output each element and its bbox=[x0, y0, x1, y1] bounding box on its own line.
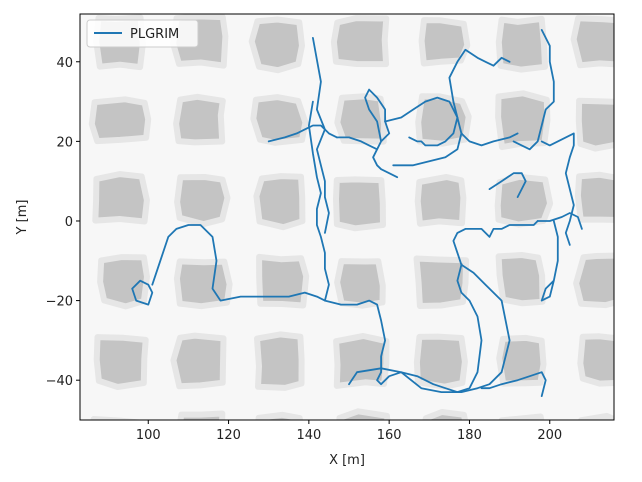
legend: PLGRIM bbox=[86, 19, 199, 48]
y-tick-label: 0 bbox=[65, 215, 73, 230]
obstacle-block bbox=[574, 171, 614, 223]
obstacle-block bbox=[413, 255, 470, 309]
x-axis-ticks: 100 120 140 160 180 200 bbox=[136, 420, 562, 443]
obstacle-block bbox=[422, 409, 469, 420]
obstacle-block bbox=[173, 93, 226, 146]
obstacle-block bbox=[88, 96, 152, 145]
x-tick-label: 100 bbox=[136, 428, 161, 443]
trajectory-segment bbox=[460, 132, 519, 147]
trajectory-segment bbox=[308, 100, 330, 302]
occupancy-map-background bbox=[80, 14, 614, 420]
trajectory-segment bbox=[488, 172, 527, 198]
obstacle-block bbox=[414, 174, 467, 227]
legend-box bbox=[86, 19, 199, 48]
obstacle-block bbox=[578, 412, 614, 420]
obstacle-block bbox=[177, 410, 226, 420]
y-axis-label: Y [m] bbox=[15, 200, 30, 236]
obstacle-block bbox=[577, 333, 614, 387]
x-tick-label: 200 bbox=[537, 428, 562, 443]
trajectory-segment bbox=[312, 37, 330, 234]
x-tick-label: 140 bbox=[296, 428, 321, 443]
x-tick-label: 160 bbox=[377, 428, 402, 443]
obstacle-block bbox=[334, 258, 386, 309]
obstacle-block bbox=[92, 171, 150, 225]
obstacle-block bbox=[254, 331, 305, 391]
trajectory-lines bbox=[131, 29, 583, 397]
y-tick-label: 20 bbox=[56, 135, 73, 150]
legend-label: PLGRIM bbox=[130, 27, 179, 42]
obstacle-block bbox=[255, 411, 303, 420]
obstacle-block bbox=[496, 334, 547, 387]
obstacle-block bbox=[248, 16, 305, 74]
trajectory-segment bbox=[408, 48, 511, 147]
trajectory-segment bbox=[540, 220, 559, 302]
trajectory-segment bbox=[267, 124, 338, 143]
trajectory-segment bbox=[348, 263, 511, 393]
obstacle-block bbox=[333, 176, 386, 232]
obstacle-block bbox=[250, 94, 309, 146]
trajectory-segment bbox=[336, 88, 399, 179]
trajectory-segment bbox=[384, 96, 463, 167]
y-tick-label: −20 bbox=[46, 295, 73, 310]
obstacle-block bbox=[495, 252, 546, 307]
trajectory-segment bbox=[512, 29, 555, 151]
obstacle-block bbox=[336, 408, 391, 420]
y-tick-label: 40 bbox=[56, 56, 73, 71]
trajectory-segment bbox=[151, 224, 483, 393]
trajectory-segment bbox=[480, 371, 547, 397]
x-tick-label: 120 bbox=[216, 428, 241, 443]
obstacle-block bbox=[90, 416, 141, 420]
plot-frame bbox=[79, 13, 615, 421]
obstacle-block bbox=[573, 252, 614, 309]
trajectory-segment bbox=[540, 132, 575, 246]
obstacle-block bbox=[330, 15, 390, 68]
obstacle-block bbox=[256, 253, 310, 309]
obstacle-block bbox=[253, 173, 306, 231]
obstacle-block bbox=[174, 174, 231, 228]
x-tick-label: 180 bbox=[457, 428, 482, 443]
obstacle-block bbox=[495, 15, 548, 73]
obstacle-block bbox=[97, 254, 150, 310]
obstacle-block bbox=[93, 334, 149, 390]
obstacle-block bbox=[415, 93, 472, 147]
obstacle-block bbox=[170, 332, 227, 390]
y-tick-label: −40 bbox=[46, 374, 73, 389]
obstacle-block bbox=[418, 17, 471, 67]
obstacle-block bbox=[333, 333, 390, 389]
obstacle-block bbox=[334, 93, 388, 145]
trajectory-segment bbox=[536, 212, 583, 230]
y-axis-ticks: −40 −20 0 20 40 bbox=[46, 56, 80, 389]
trajectory-segment bbox=[452, 220, 539, 266]
x-axis-label: X [m] bbox=[329, 453, 365, 468]
obstacle-block bbox=[575, 97, 614, 152]
obstacle-block bbox=[498, 413, 545, 420]
obstacle-block bbox=[570, 15, 614, 69]
obstacle-block bbox=[413, 333, 468, 390]
trajectory-segment bbox=[131, 279, 154, 306]
